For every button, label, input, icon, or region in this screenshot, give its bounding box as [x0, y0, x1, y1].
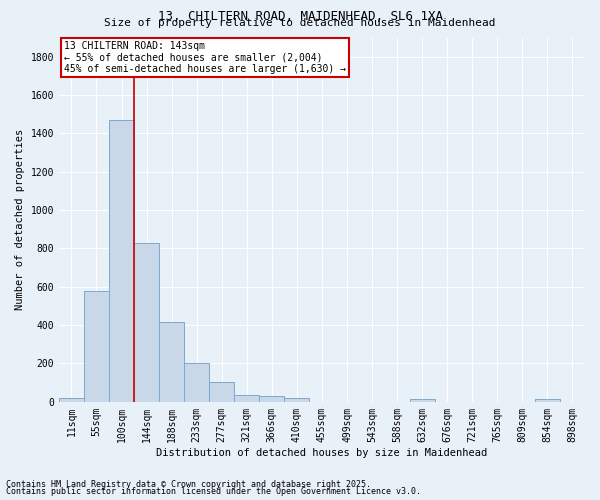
Y-axis label: Number of detached properties: Number of detached properties [15, 129, 25, 310]
Text: Size of property relative to detached houses in Maidenhead: Size of property relative to detached ho… [104, 18, 496, 28]
Bar [259, 396, 284, 402]
Bar [159, 322, 184, 402]
Bar [184, 364, 209, 402]
Bar [209, 382, 234, 402]
Text: Contains HM Land Registry data © Crown copyright and database right 2025.: Contains HM Land Registry data © Crown c… [6, 480, 371, 489]
X-axis label: Distribution of detached houses by size in Maidenhead: Distribution of detached houses by size … [157, 448, 488, 458]
Bar [109, 120, 134, 402]
Bar [84, 290, 109, 402]
Bar [134, 242, 159, 402]
Bar [234, 394, 259, 402]
Text: 13 CHILTERN ROAD: 143sqm
← 55% of detached houses are smaller (2,004)
45% of sem: 13 CHILTERN ROAD: 143sqm ← 55% of detach… [64, 41, 346, 74]
Bar [59, 398, 84, 402]
Bar [410, 399, 434, 402]
Text: 13, CHILTERN ROAD, MAIDENHEAD, SL6 1XA: 13, CHILTERN ROAD, MAIDENHEAD, SL6 1XA [157, 10, 443, 23]
Bar [284, 398, 310, 402]
Bar [535, 399, 560, 402]
Text: Contains public sector information licensed under the Open Government Licence v3: Contains public sector information licen… [6, 488, 421, 496]
